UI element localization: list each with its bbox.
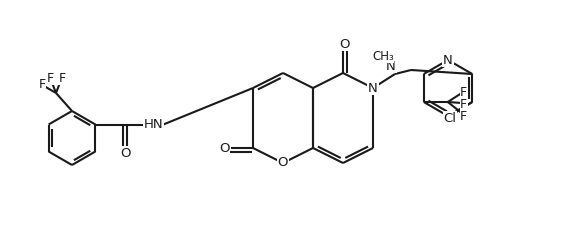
- Text: O: O: [278, 156, 288, 169]
- Text: F: F: [460, 85, 467, 98]
- Text: F: F: [59, 71, 65, 85]
- Text: O: O: [219, 142, 229, 155]
- Text: N: N: [368, 82, 378, 95]
- Text: F: F: [460, 109, 467, 123]
- Text: CH₃: CH₃: [372, 49, 394, 63]
- Text: HN: HN: [144, 118, 163, 131]
- Text: N: N: [386, 60, 396, 73]
- Text: Cl: Cl: [444, 112, 457, 125]
- Text: F: F: [39, 79, 45, 92]
- Text: F: F: [460, 98, 467, 111]
- Text: F: F: [47, 71, 53, 85]
- Text: N: N: [443, 54, 453, 66]
- Text: O: O: [120, 147, 131, 160]
- Text: O: O: [340, 38, 350, 51]
